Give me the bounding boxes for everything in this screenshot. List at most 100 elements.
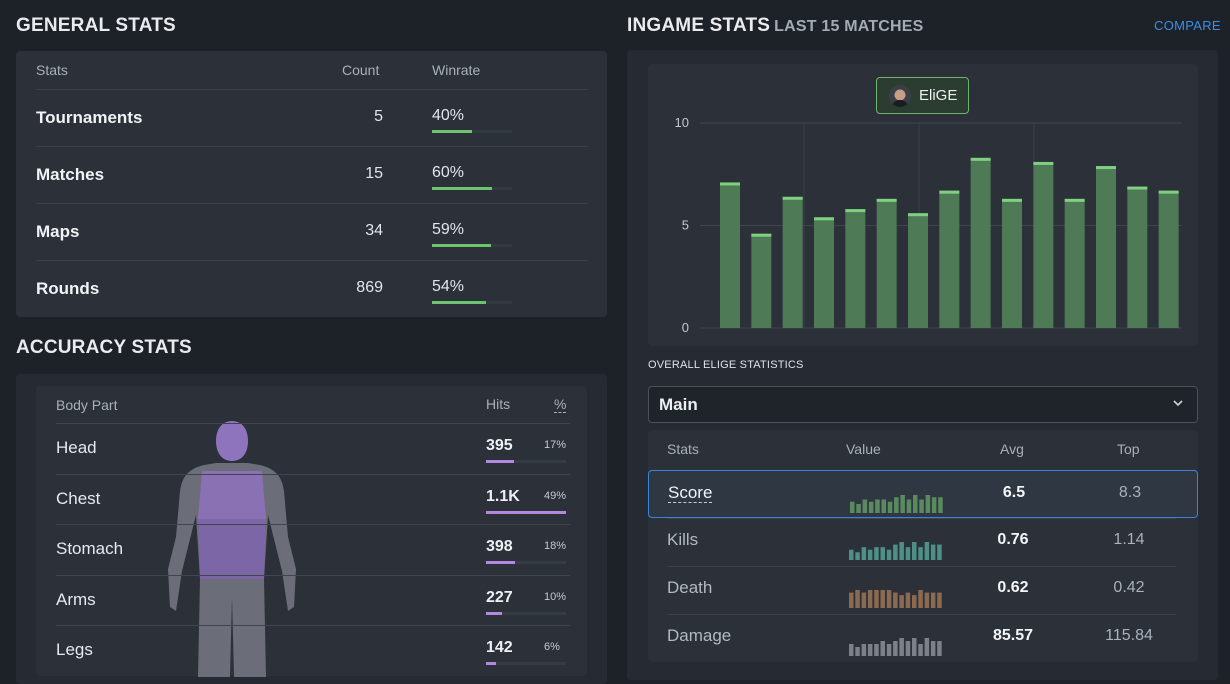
stat-label-text: Kills: [667, 530, 699, 549]
chart-bar[interactable]: [751, 233, 772, 328]
stat-row-damage[interactable]: Damage 85.57 115.84: [648, 614, 1198, 662]
chart-bar[interactable]: [908, 213, 928, 328]
stats-header-stats: Stats: [667, 441, 699, 457]
accuracy-bar-fill: [486, 662, 496, 665]
accuracy-stats-title: ACCURACY STATS: [16, 337, 192, 358]
stats-header-top: Top: [1117, 441, 1140, 457]
match-chart: 0 5 10: [675, 115, 1182, 335]
sparkline-bar: [874, 644, 879, 656]
player-avatar: [889, 85, 911, 107]
winrate-bar-track: [432, 187, 512, 190]
chart-y-tick-label: 0: [682, 320, 689, 335]
chart-bar-cap: [1033, 161, 1054, 165]
general-stat-winrate: 54%: [432, 278, 465, 295]
sparkline-bar: [899, 595, 904, 608]
player-chip[interactable]: EliGE: [876, 77, 969, 114]
stat-top: 115.84: [1105, 627, 1153, 644]
accuracy-bar-track: [486, 612, 566, 615]
stat-sparkline: [849, 590, 942, 608]
sparkline-bar: [905, 592, 911, 608]
sparkline-bar: [893, 592, 898, 608]
sparkline-bar: [874, 547, 879, 560]
chart-bar[interactable]: [1002, 198, 1022, 328]
sparkline-bar: [874, 590, 879, 608]
winrate-bar-track: [432, 130, 512, 133]
stats-header-value: Value: [846, 441, 881, 457]
sparkline-bar: [930, 544, 936, 560]
body-silhouette: [168, 421, 296, 677]
stat-row-divider: [668, 518, 1176, 519]
stat-row-score[interactable]: Score 6.5 8.3: [648, 470, 1198, 518]
chart-bar[interactable]: [1127, 186, 1148, 328]
stat-label: Damage: [667, 626, 731, 646]
stat-row-divider: [668, 566, 1176, 567]
body-part-hits: 1.1K: [486, 488, 520, 505]
chart-bar[interactable]: [845, 209, 866, 328]
accuracy-bar-track: [486, 561, 566, 564]
body-part-pct: 6%: [544, 641, 560, 653]
stat-sparkline: [849, 542, 942, 560]
compare-link[interactable]: COMPARE: [1154, 18, 1221, 33]
general-stats-row: Tournaments 5 40%: [36, 89, 588, 146]
sparkline-bar: [937, 592, 942, 608]
sparkline-bar: [905, 641, 911, 656]
chart-bar[interactable]: [720, 182, 740, 328]
accuracy-bar-fill: [486, 511, 566, 514]
sparkline-bar: [913, 495, 918, 513]
winrate-bar-fill: [432, 244, 491, 247]
general-stat-name: Rounds: [36, 279, 100, 298]
sparkline-bar: [937, 544, 942, 560]
body-part-hits: 398: [486, 538, 513, 555]
stat-sparkline: [850, 495, 943, 513]
chart-bar-cap: [720, 182, 740, 186]
chart-bar[interactable]: [1033, 161, 1054, 328]
stat-label-text: Death: [667, 578, 713, 597]
accuracy-row: Head 395 17%: [56, 423, 570, 474]
accuracy-row: Stomach 398 18%: [56, 524, 570, 575]
body-part-pct: 10%: [544, 591, 567, 603]
sparkline-bar: [886, 644, 892, 656]
accuracy-row: Arms 227 10%: [56, 575, 570, 626]
accuracy-header-hits: Hits: [486, 396, 511, 412]
sparkline-bar: [861, 592, 867, 608]
body-part-name: Chest: [56, 489, 101, 508]
chart-bar[interactable]: [970, 157, 991, 328]
chart-bar-cap: [751, 233, 772, 237]
sparkline-bar: [893, 544, 898, 560]
sparkline-bar: [855, 590, 860, 608]
stat-label: Score: [668, 483, 713, 503]
stat-avg: 85.57: [992, 627, 1034, 644]
chart-bar[interactable]: [876, 198, 897, 328]
general-stats-header-count: Count: [342, 62, 380, 78]
stat-avg: 6.5: [1002, 484, 1026, 501]
chart-bar-cap: [1158, 190, 1179, 194]
stat-row-death[interactable]: Death 0.62 0.42: [648, 566, 1198, 614]
chart-bar-cap: [939, 190, 960, 194]
chart-bar[interactable]: [814, 217, 834, 328]
sparkline-bar: [924, 592, 930, 608]
stat-row-kills[interactable]: Kills 0.76 1.14: [648, 518, 1198, 566]
sparkline-bar: [886, 590, 892, 608]
general-stat-name: Maps: [36, 222, 80, 241]
sparkline-bar: [925, 495, 931, 513]
accuracy-header-part: Body Part: [56, 397, 118, 413]
general-stat-winrate: 40%: [432, 107, 465, 124]
general-stat-count: 869: [356, 279, 383, 296]
sparkline-bar: [856, 504, 861, 513]
chart-bar[interactable]: [1096, 166, 1116, 328]
sparkline-bar: [931, 497, 937, 513]
winrate-bar-fill: [432, 301, 486, 304]
general-stats-row: Rounds 869 54%: [36, 260, 588, 317]
general-stat-winrate: 60%: [432, 164, 465, 181]
sparkline-bar: [912, 595, 917, 608]
accuracy-row: Chest 1.1K 49%: [56, 474, 570, 525]
stats-mode-select[interactable]: Main: [648, 386, 1198, 423]
sparkline-bar: [938, 497, 943, 513]
chart-bar[interactable]: [1158, 190, 1179, 328]
chart-bar[interactable]: [1064, 198, 1085, 328]
sparkline-bar: [880, 590, 885, 608]
general-stats-header-stats: Stats: [36, 62, 68, 78]
chart-bar[interactable]: [939, 190, 960, 328]
chart-bar[interactable]: [782, 196, 803, 328]
sparkline-bar: [899, 638, 904, 656]
